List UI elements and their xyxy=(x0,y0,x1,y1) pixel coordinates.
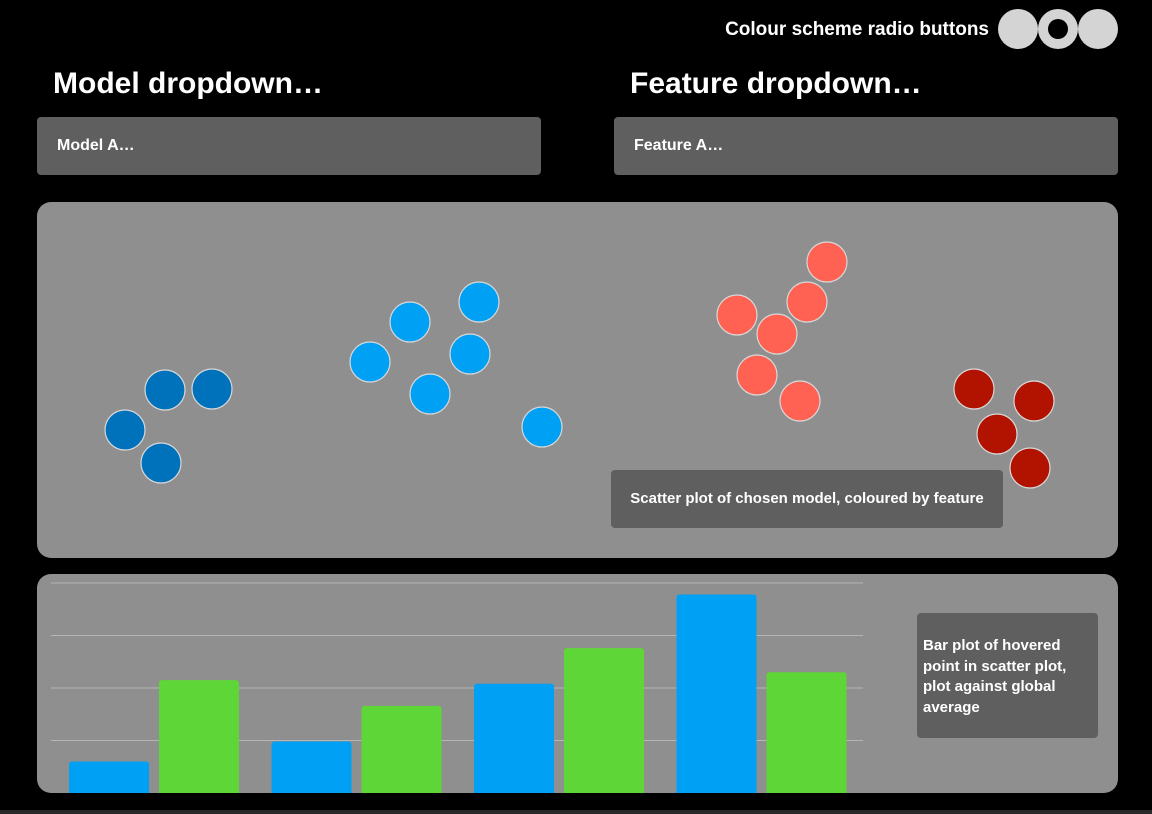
scatter-plot-panel: Scatter plot of chosen model, coloured b… xyxy=(37,202,1118,558)
scatter-point[interactable] xyxy=(756,313,798,355)
colour-scheme-radio-1[interactable] xyxy=(998,9,1038,49)
scatter-point[interactable] xyxy=(144,369,186,411)
scatter-point[interactable] xyxy=(458,281,500,323)
bar-hovered-point xyxy=(69,761,149,793)
bar-hovered-point xyxy=(271,741,352,793)
colour-scheme-radio-2[interactable] xyxy=(1038,9,1078,49)
scatter-plot xyxy=(104,241,1055,489)
scatter-point[interactable] xyxy=(716,294,758,336)
scatter-point[interactable] xyxy=(806,241,848,283)
scatter-point[interactable] xyxy=(736,354,778,396)
scatter-point[interactable] xyxy=(786,281,828,323)
scatter-point[interactable] xyxy=(389,301,431,343)
scatter-plot-caption: Scatter plot of chosen model, coloured b… xyxy=(611,470,1003,528)
scatter-point[interactable] xyxy=(449,333,491,375)
bar-plot-panel: Bar plot of hovered point in scatter plo… xyxy=(37,574,1118,793)
scatter-point[interactable] xyxy=(349,341,391,383)
scatter-point[interactable] xyxy=(409,373,451,415)
colour-scheme-label: Colour scheme radio buttons xyxy=(725,19,989,40)
scatter-point[interactable] xyxy=(779,380,821,422)
scatter-point[interactable] xyxy=(140,442,182,484)
bar-global-average xyxy=(564,648,644,793)
scatter-point[interactable] xyxy=(1009,447,1051,489)
feature-dropdown[interactable]: Feature A… xyxy=(614,117,1118,175)
colour-scheme-radio-3[interactable] xyxy=(1078,9,1118,49)
model-dropdown-heading: Model dropdown… xyxy=(53,67,323,100)
radio-selected-dot xyxy=(1048,19,1068,39)
bar-hovered-point xyxy=(676,594,757,793)
scatter-point[interactable] xyxy=(1013,380,1055,422)
feature-dropdown-heading: Feature dropdown… xyxy=(630,67,922,100)
bar-hovered-point xyxy=(474,683,554,793)
scatter-point[interactable] xyxy=(521,406,563,448)
bottom-strip xyxy=(0,810,1152,814)
bar-global-average xyxy=(361,705,442,793)
scatter-point[interactable] xyxy=(953,368,995,410)
bar-global-average xyxy=(159,680,239,793)
model-dropdown[interactable]: Model A… xyxy=(37,117,541,175)
scatter-point[interactable] xyxy=(191,368,233,410)
scatter-point[interactable] xyxy=(976,413,1018,455)
scatter-point[interactable] xyxy=(104,409,146,451)
bar-plot-caption: Bar plot of hovered point in scatter plo… xyxy=(917,613,1098,738)
bar-plot xyxy=(51,582,863,793)
bar-global-average xyxy=(766,672,847,793)
